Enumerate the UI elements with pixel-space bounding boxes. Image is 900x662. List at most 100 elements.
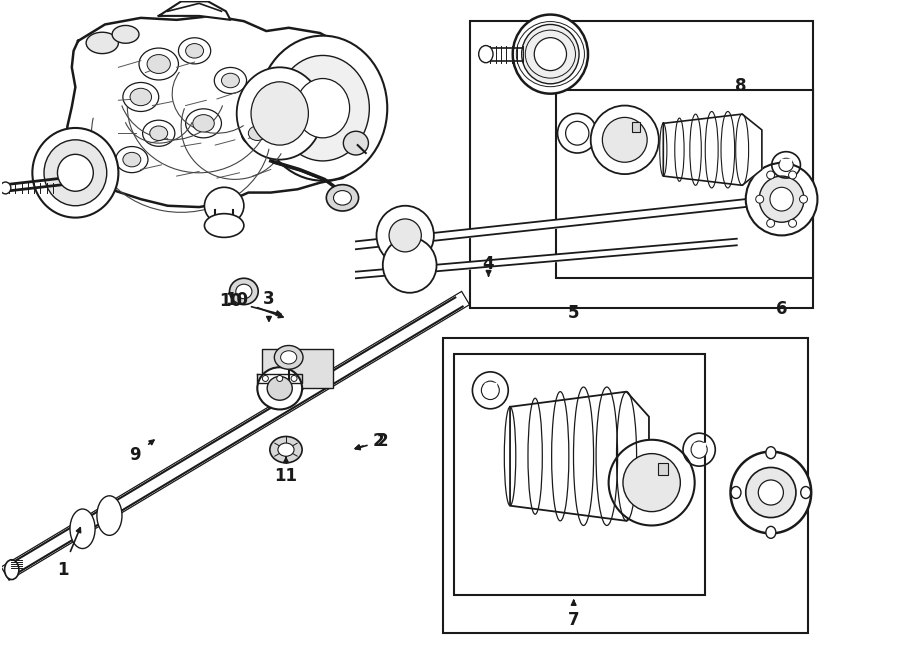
Ellipse shape [766, 526, 776, 538]
Ellipse shape [237, 68, 323, 160]
Bar [632, 122, 640, 132]
Text: 4: 4 [482, 255, 494, 276]
Ellipse shape [130, 88, 151, 106]
Ellipse shape [241, 120, 274, 146]
Circle shape [788, 219, 796, 227]
Ellipse shape [276, 56, 369, 161]
Ellipse shape [623, 453, 680, 512]
Bar [443, 338, 808, 633]
Circle shape [799, 195, 807, 203]
Ellipse shape [214, 68, 247, 93]
Ellipse shape [389, 219, 421, 252]
Circle shape [767, 171, 775, 179]
Ellipse shape [334, 191, 351, 205]
Circle shape [276, 375, 283, 381]
Polygon shape [663, 114, 762, 185]
Text: 2: 2 [356, 432, 388, 450]
Ellipse shape [86, 32, 119, 54]
Ellipse shape [691, 441, 707, 458]
Text: 8: 8 [734, 77, 746, 95]
Polygon shape [158, 1, 230, 20]
Ellipse shape [204, 187, 244, 224]
Ellipse shape [565, 121, 589, 145]
Text: 7: 7 [568, 600, 580, 629]
Ellipse shape [221, 73, 239, 88]
Ellipse shape [112, 25, 139, 43]
Ellipse shape [248, 126, 266, 140]
Ellipse shape [139, 48, 178, 80]
Ellipse shape [267, 377, 293, 401]
Ellipse shape [185, 109, 221, 138]
Circle shape [788, 171, 796, 179]
Ellipse shape [479, 46, 493, 63]
Text: 5: 5 [568, 304, 580, 322]
Ellipse shape [142, 120, 175, 146]
Text: 11: 11 [274, 457, 298, 485]
Ellipse shape [230, 278, 258, 305]
Ellipse shape [270, 436, 302, 463]
Ellipse shape [251, 82, 309, 145]
Ellipse shape [513, 15, 588, 94]
Text: 2: 2 [356, 432, 384, 450]
Ellipse shape [343, 131, 368, 155]
Ellipse shape [760, 176, 804, 222]
Ellipse shape [376, 206, 434, 265]
Bar [470, 21, 813, 308]
Ellipse shape [116, 146, 148, 173]
Ellipse shape [193, 115, 214, 132]
Ellipse shape [0, 182, 11, 194]
Ellipse shape [766, 447, 776, 459]
Ellipse shape [731, 487, 741, 498]
Polygon shape [257, 374, 302, 383]
Circle shape [291, 375, 297, 381]
Circle shape [756, 195, 764, 203]
Ellipse shape [522, 24, 579, 84]
Ellipse shape [70, 509, 95, 549]
Ellipse shape [770, 187, 793, 211]
Ellipse shape [123, 83, 158, 111]
Ellipse shape [535, 38, 566, 71]
Ellipse shape [149, 126, 167, 140]
Ellipse shape [602, 117, 647, 162]
Ellipse shape [204, 214, 244, 238]
Ellipse shape [147, 54, 170, 73]
Ellipse shape [4, 560, 19, 579]
Circle shape [263, 375, 268, 381]
Ellipse shape [608, 440, 695, 526]
Bar [556, 91, 813, 278]
Text: 3: 3 [263, 291, 274, 321]
Bar [658, 463, 668, 475]
Ellipse shape [296, 79, 349, 138]
Polygon shape [68, 16, 374, 207]
Text: 10: 10 [219, 293, 281, 315]
Ellipse shape [590, 105, 659, 174]
Ellipse shape [97, 496, 122, 536]
Text: 1: 1 [57, 528, 81, 579]
Ellipse shape [278, 443, 294, 456]
Ellipse shape [236, 284, 252, 299]
Ellipse shape [185, 44, 203, 58]
Ellipse shape [746, 467, 796, 518]
Ellipse shape [759, 480, 783, 505]
Ellipse shape [482, 381, 500, 400]
Bar [454, 354, 706, 594]
Ellipse shape [123, 152, 140, 167]
Ellipse shape [281, 351, 297, 364]
Ellipse shape [257, 367, 302, 410]
Ellipse shape [32, 128, 119, 218]
Ellipse shape [801, 487, 811, 498]
Ellipse shape [746, 163, 817, 236]
Ellipse shape [58, 154, 94, 191]
Ellipse shape [274, 346, 303, 369]
Circle shape [767, 219, 775, 227]
Text: 6: 6 [776, 301, 788, 318]
Polygon shape [510, 392, 649, 521]
Ellipse shape [178, 38, 211, 64]
Ellipse shape [44, 140, 107, 206]
Ellipse shape [731, 451, 811, 534]
Ellipse shape [258, 36, 387, 181]
Ellipse shape [778, 158, 793, 171]
Ellipse shape [382, 238, 436, 293]
Text: 10: 10 [225, 291, 283, 318]
Text: 9: 9 [129, 440, 154, 464]
